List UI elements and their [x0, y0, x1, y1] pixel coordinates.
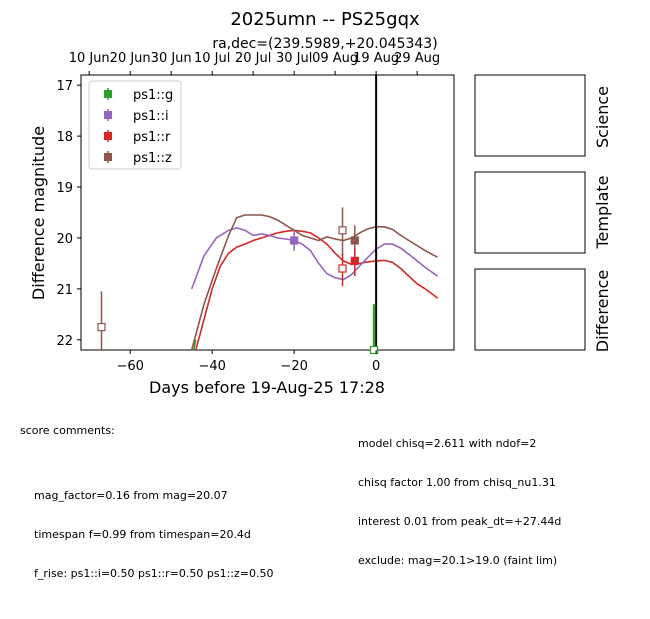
legend-marker-i	[104, 111, 112, 119]
x-tick-label: −60	[116, 359, 143, 374]
data-point-z	[338, 226, 347, 235]
data-points	[97, 207, 379, 355]
model-curve-i	[190, 226, 439, 290]
legend-label-r: ps1::r	[133, 130, 171, 145]
y-tick-label: 22	[56, 334, 73, 349]
legend-marker-z	[104, 153, 112, 161]
legend-label-g: ps1::g	[133, 88, 173, 103]
model-curves	[190, 214, 439, 351]
top-tick-label: 20 Jun	[110, 51, 151, 66]
legend-marker-r	[104, 132, 112, 140]
y-tick-label: 20	[56, 232, 73, 247]
template-panel-label: Template	[593, 175, 612, 249]
y-axis-ticks: 17 18 19 20 21 22	[56, 79, 81, 349]
score-comments: score comments: mag_factor=0.16 from mag…	[20, 398, 274, 619]
plot-frame	[80, 74, 455, 351]
data-point-z	[97, 322, 106, 332]
legend-label-i: ps1::i	[133, 109, 169, 124]
difference-image-panel	[474, 268, 586, 351]
score-comment-line: timespan f=0.99 from timespan=20.4d	[34, 528, 251, 541]
chart-title: 2025umn -- PS25gqx	[230, 9, 420, 30]
y-tick-label: 17	[56, 79, 73, 94]
data-point-r	[350, 256, 359, 265]
x-axis-label: Days before 19-Aug-25 17:28	[149, 378, 385, 397]
top-tick-label: 29 Aug	[394, 51, 440, 66]
data-point-z	[350, 236, 359, 245]
x-tick-label: 0	[372, 359, 380, 374]
chart-subtitle: ra,dec=(239.5989,+20.045343)	[212, 36, 437, 52]
data-point-g	[369, 345, 379, 355]
legend-label-z: ps1::z	[133, 151, 172, 166]
score-comment-line: f_rise: ps1::i=0.50 ps1::r=0.50 ps1::z=0…	[34, 567, 274, 580]
y-tick-label: 21	[56, 283, 73, 298]
model-comment-line: exclude: mag=20.1>19.0 (faint lim)	[358, 554, 558, 567]
top-tick-label: 30 Jun	[151, 51, 192, 66]
top-tick-label: 30 Jul	[276, 51, 312, 66]
y-tick-label: 18	[56, 130, 73, 145]
top-tick-label: 10 Jun	[69, 51, 110, 66]
data-point-r	[338, 264, 347, 273]
top-tick-label: 20 Jul	[235, 51, 271, 66]
data-point-i	[290, 236, 299, 245]
y-tick-label: 19	[56, 181, 73, 196]
top-date-ticks: 10 Jun 20 Jun 30 Jun 10 Jul 20 Jul 30 Jul 09 A…	[69, 51, 440, 75]
model-curve-g	[192, 339, 197, 351]
model-comments: model chisq=2.611 with ndof=2 chisq fact…	[358, 411, 561, 580]
model-comment-line: interest 0.01 from peak_dt=+27.44d	[358, 515, 562, 528]
model-comment-line: chisq factor 1.00 from chisq_nu1.31	[358, 476, 556, 489]
top-tick-label: 09 Aug	[312, 51, 358, 66]
top-tick-label: 19 Aug	[353, 51, 399, 66]
model-curve-z	[190, 214, 438, 351]
legend-marker-g	[104, 90, 112, 98]
x-tick-label: −20	[280, 359, 307, 374]
legend-box	[88, 80, 182, 170]
score-comments-header: score comments:	[20, 424, 115, 437]
top-tick-label: 10 Jul	[194, 51, 230, 66]
science-panel-label: Science	[593, 86, 612, 148]
y-axis-label: Difference magnitude	[29, 126, 48, 300]
difference-panel-label: Difference	[593, 270, 612, 352]
x-tick-label: −40	[198, 359, 225, 374]
x-axis-ticks: −60 −40 −20 0	[116, 350, 380, 374]
score-comment-line: mag_factor=0.16 from mag=20.07	[34, 489, 228, 502]
template-image-panel	[474, 171, 586, 254]
model-comment-line: model chisq=2.611 with ndof=2	[358, 437, 537, 450]
figure: 2025umn -- PS25gqx ra,dec=(239.5989,+20.…	[29, 9, 612, 397]
science-image-panel	[474, 74, 586, 157]
model-curve-r	[195, 229, 439, 351]
